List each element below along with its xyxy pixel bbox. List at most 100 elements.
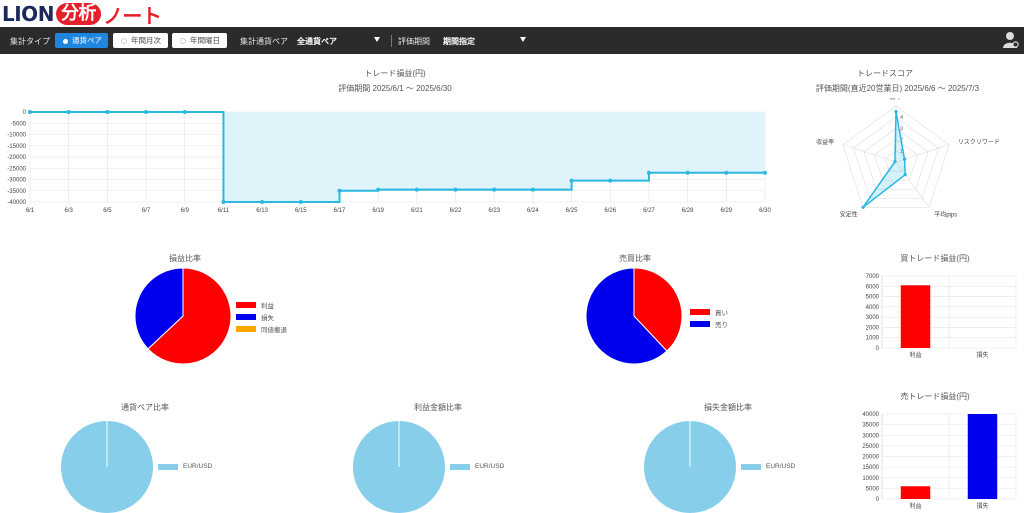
radar-grid-ring — [874, 139, 918, 181]
data-point — [453, 187, 458, 192]
y-tick-label: 5000 — [866, 486, 880, 492]
buy-pl-bar-chart: 0 1000 2000 3000 4000 5000 6000 7000 利益 損失 — [866, 274, 1017, 359]
x-tick-label: 6/19 — [372, 208, 384, 214]
radar-point — [861, 205, 865, 209]
trade-score-title: トレードスコア — [857, 69, 913, 78]
agg-option-label: 年間曜日 — [190, 36, 220, 45]
legend-label: 利益 — [261, 303, 274, 310]
agg-option-monthly[interactable]: 年間月次 — [113, 33, 168, 48]
radar-axis-label: リスクリワード — [958, 139, 1000, 146]
radio-dot-icon — [121, 38, 127, 45]
x-tick-label: 6/22 — [450, 208, 462, 214]
data-point — [298, 200, 303, 204]
x-tick-label: 利益 — [909, 351, 921, 359]
y-tick-label: 40000 — [862, 412, 879, 418]
y-tick-label: 6000 — [866, 284, 880, 290]
pie-slice — [586, 268, 668, 364]
data-point — [763, 170, 767, 175]
legend-label: EUR/USD — [183, 463, 213, 470]
pie-slice — [147, 268, 231, 364]
agg-option-label: 通貨ペア — [72, 36, 102, 45]
loss-ratio-title: 損失金額比率 — [704, 403, 752, 412]
legend-label: 買い — [715, 310, 728, 317]
legend-item-eurusd[interactable]: EUR/USD — [158, 463, 212, 470]
legend-swatch — [236, 314, 256, 320]
legend-label: 損失 — [261, 315, 274, 322]
legend-item-eurusd[interactable]: EUR/USD — [450, 463, 504, 470]
period-select[interactable]: 期間指定 — [443, 37, 475, 46]
legend-item-breakeven[interactable]: 同値撤退 — [236, 324, 287, 334]
radar-axis-label: 平均pips — [934, 211, 957, 219]
pie-slice — [633, 268, 682, 352]
x-tick-label: 6/11 — [218, 208, 230, 214]
y-tick-label: 2000 — [866, 325, 880, 331]
radar-grid-ring — [842, 105, 950, 208]
legend-swatch — [158, 463, 178, 470]
radar-spoke — [895, 161, 930, 208]
y-tick-label: 7000 — [866, 274, 880, 280]
pair-select[interactable]: 全通貨ペア — [297, 37, 337, 46]
y-tick-label: 4000 — [866, 305, 880, 311]
legend-item-profit[interactable]: 利益 — [236, 300, 274, 310]
x-tick-label: 6/15 — [295, 208, 307, 214]
app-logo[interactable]: LION 分析 ノート — [2, 2, 162, 28]
trade-score-radar-chart: 勝率リスクリワード平均pips安定性収益率1234 — [816, 98, 1000, 219]
radar-tick-label: 4 — [900, 115, 903, 121]
y-tick-label: 3000 — [866, 315, 880, 321]
buysell-ratio-title: 売買比率 — [619, 254, 651, 263]
radio-dot-icon — [180, 38, 186, 45]
bar — [967, 414, 998, 499]
x-tick-label: 6/28 — [682, 208, 694, 214]
x-tick-label: 6/30 — [759, 208, 771, 214]
y-tick-label: -25000 — [7, 166, 26, 172]
data-point — [337, 188, 342, 193]
x-tick-label: 6/25 — [566, 208, 578, 214]
agg-option-weekday[interactable]: 年間曜日 — [172, 33, 227, 48]
legend-label: 売り — [715, 322, 728, 329]
buy-pl-title: 買トレード損益(円) — [900, 254, 970, 263]
legend-swatch — [690, 309, 710, 315]
legend-item-eurusd[interactable]: EUR/USD — [741, 463, 795, 470]
radar-point — [893, 160, 897, 164]
y-tick-label: -15000 — [7, 144, 26, 150]
radar-point — [902, 157, 907, 161]
logo-text-lion: LION — [2, 2, 54, 26]
x-tick-label: 6/1 — [26, 208, 35, 214]
data-point — [569, 178, 574, 183]
legend-label: 同値撤退 — [261, 327, 287, 334]
legend-swatch — [236, 326, 256, 332]
x-tick-label: 6/26 — [604, 208, 616, 214]
radar-tick-label: 3 — [900, 126, 903, 132]
legend-item-sell[interactable]: 売り — [690, 319, 728, 329]
x-tick-label: 損失 — [976, 502, 988, 510]
logo-text-bunseki: 分析 — [55, 3, 101, 25]
agg-option-currency-pair[interactable]: 通貨ペア — [55, 33, 108, 48]
chevron-down-icon[interactable] — [374, 37, 380, 42]
data-point — [144, 110, 149, 114]
y-tick-label: 30000 — [862, 433, 879, 439]
x-tick-label: 6/29 — [720, 208, 732, 214]
pl-ratio-title: 損益比率 — [169, 254, 201, 263]
y-tick-label: 20000 — [862, 455, 879, 461]
y-tick-label: -5000 — [11, 121, 27, 127]
pl-ratio-pie-chart — [135, 268, 231, 364]
user-settings-icon[interactable] — [1003, 31, 1019, 49]
x-tick-label: 6/9 — [181, 208, 190, 214]
radar-spoke — [842, 144, 897, 163]
data-point — [414, 187, 419, 192]
y-tick-label: 0 — [876, 346, 880, 352]
chevron-down-icon[interactable] — [520, 37, 526, 42]
radar-axis-label: 安定性 — [840, 211, 858, 219]
loss-ratio-pie-chart — [644, 421, 736, 513]
radio-dot-icon — [63, 38, 68, 44]
legend-item-buy[interactable]: 買い — [690, 307, 728, 317]
radar-axis-label: 収益率 — [816, 138, 834, 146]
x-tick-label: 6/7 — [142, 208, 151, 214]
legend-item-loss[interactable]: 損失 — [236, 312, 274, 322]
y-tick-label: 35000 — [862, 423, 879, 429]
y-tick-label: 10000 — [862, 476, 879, 482]
legend-swatch — [236, 302, 256, 308]
legend-swatch — [450, 463, 470, 470]
radar-point — [903, 173, 907, 177]
bar — [900, 486, 931, 499]
